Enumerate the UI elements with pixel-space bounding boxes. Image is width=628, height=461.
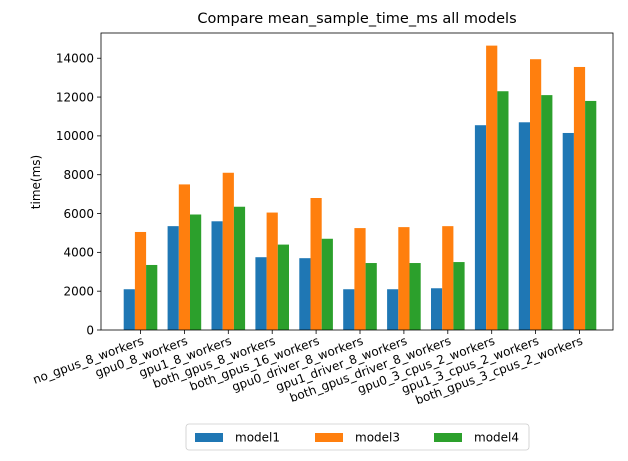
bar-model1-7 — [431, 288, 443, 330]
legend-label-model3: model3 — [355, 431, 400, 445]
bar-model1-0 — [123, 289, 135, 330]
bar-model1-1 — [167, 226, 179, 330]
bar-model3-7 — [442, 226, 454, 330]
bar-model1-4 — [299, 258, 311, 330]
y-tick-label-2: 4000 — [63, 246, 94, 260]
bar-model3-9 — [530, 59, 542, 331]
y-tick-label-5: 10000 — [56, 129, 94, 143]
y-tick-label-6: 12000 — [56, 90, 94, 104]
legend-label-model1: model1 — [235, 431, 280, 445]
bar-model3-2 — [222, 172, 234, 330]
y-tick-label-4: 8000 — [63, 168, 94, 182]
legend-swatch-model1 — [195, 433, 223, 442]
bar-model3-8 — [486, 45, 498, 331]
bar-model3-0 — [134, 231, 147, 330]
y-axis-label: time(ms) — [29, 155, 43, 209]
bar-model4-1 — [190, 214, 202, 330]
bar-model1-10 — [562, 132, 574, 330]
y-tick-label-1: 2000 — [63, 284, 94, 298]
bar-model4-8 — [497, 91, 509, 331]
bar-model4-4 — [321, 238, 333, 330]
y-axis: 0 2000 4000 6000 8000 10000 12000 14000 — [56, 52, 101, 337]
bars-group — [123, 45, 597, 331]
bar-model3-4 — [310, 198, 322, 330]
bar-model1-6 — [387, 289, 399, 330]
bar-model3-6 — [398, 227, 410, 330]
bar-model4-7 — [453, 262, 465, 330]
y-tick-label-7: 14000 — [56, 52, 94, 66]
legend-swatch-model4 — [434, 433, 462, 442]
x-axis: no_gpus_8_workersgpu0_8_workersgpu1_8_wo… — [31, 330, 585, 407]
bar-model1-9 — [518, 122, 530, 330]
bar-model1-3 — [255, 257, 267, 330]
y-tick-label-3: 6000 — [63, 207, 94, 221]
bar-model3-1 — [178, 184, 190, 330]
legend-swatch-model3 — [315, 433, 343, 442]
bar-model4-10 — [585, 100, 597, 330]
bar-model4-3 — [277, 244, 289, 330]
bar-model4-6 — [409, 263, 421, 330]
bar-model4-0 — [146, 264, 158, 330]
bar-model4-9 — [541, 95, 553, 331]
bar-model1-5 — [343, 289, 355, 330]
bar-model1-2 — [211, 221, 223, 330]
legend-frame — [185, 423, 530, 451]
chart-title: Compare mean_sample_time_ms all models — [197, 11, 516, 27]
legend: model1 model3 model4 — [185, 423, 530, 451]
bar-model3-3 — [266, 212, 278, 330]
bar-model1-8 — [474, 125, 487, 331]
bar-model3-10 — [573, 66, 586, 330]
bar-model3-5 — [354, 228, 366, 330]
bar-model4-5 — [365, 263, 377, 330]
plot-frame — [100, 32, 614, 331]
y-tick-label-0: 0 — [86, 323, 94, 337]
bar-model4-2 — [233, 206, 246, 330]
legend-label-model4: model4 — [474, 431, 519, 445]
